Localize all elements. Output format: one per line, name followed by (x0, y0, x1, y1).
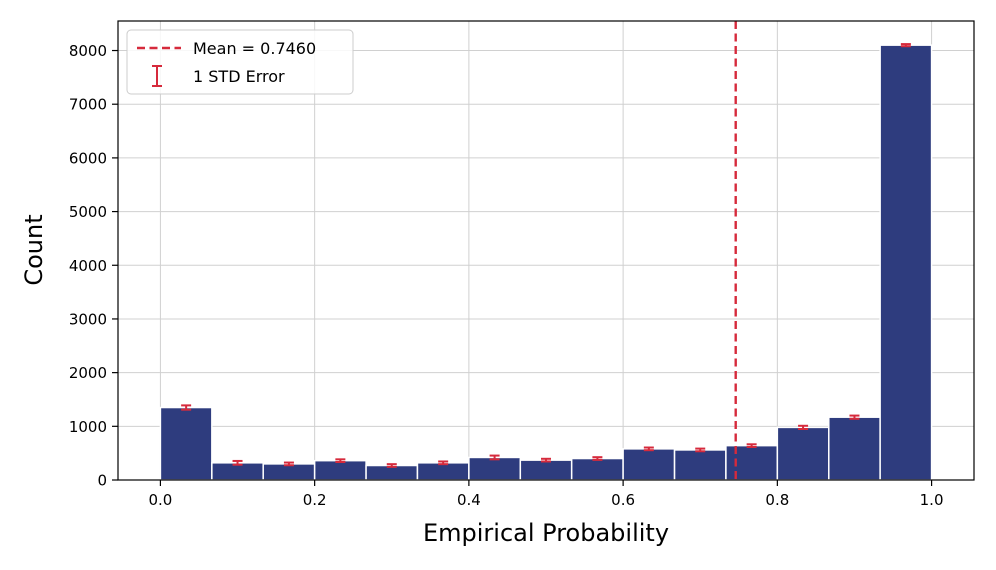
y-tick-label: 2000 (69, 364, 107, 382)
y-axis-label: Count (20, 214, 48, 285)
legend: Mean = 0.7460 1 STD Error (126, 29, 354, 95)
histogram-bar (776, 426, 830, 481)
legend-error-label: 1 STD Error (193, 67, 285, 86)
y-tick-label: 7000 (69, 96, 107, 114)
legend-mean-label: Mean = 0.7460 (193, 39, 316, 58)
y-tick-label: 6000 (69, 149, 107, 167)
error-bar (643, 446, 654, 452)
histogram-bar (159, 406, 213, 481)
histogram-bar (725, 444, 779, 481)
x-tick-label: 0.0 (148, 491, 172, 509)
y-tick-label: 0 (97, 472, 107, 490)
error-bar (798, 424, 809, 430)
y-axis-ticks: 0 1000 2000 3000 4000 5000 6000 7000 8000 (69, 42, 118, 490)
error-bar (335, 458, 346, 464)
histogram-bar (879, 44, 933, 481)
y-tick-label: 3000 (69, 310, 107, 328)
x-tick-label: 1.0 (920, 491, 944, 509)
error-bars (181, 43, 911, 468)
x-tick-label: 0.6 (611, 491, 635, 509)
histogram-bar (519, 459, 573, 481)
histogram-bar (570, 457, 624, 481)
grid-lines (118, 21, 974, 481)
x-tick-label: 0.4 (457, 491, 481, 509)
error-bar (592, 456, 603, 461)
x-tick-label: 0.8 (765, 491, 789, 509)
error-bar (900, 43, 911, 48)
y-tick-label: 4000 (69, 257, 107, 275)
plot-frame (117, 20, 975, 481)
error-bar (489, 454, 500, 461)
histogram-bar (313, 459, 367, 481)
x-axis-label: Empirical Probability (423, 519, 669, 547)
legend-box (126, 29, 354, 95)
error-bar (386, 463, 397, 468)
legend-error-swatch (152, 65, 162, 87)
error-bar (695, 447, 706, 453)
histogram-bar (468, 456, 522, 481)
error-bar (181, 404, 192, 411)
histogram-bar (673, 449, 727, 481)
histogram-bars (159, 44, 933, 481)
error-bar (746, 443, 757, 448)
error-bar (541, 457, 551, 463)
y-tick-label: 8000 (69, 42, 107, 60)
error-bar (232, 459, 243, 466)
error-bar (438, 460, 449, 466)
x-tick-label: 0.2 (303, 491, 327, 509)
histogram-bar (262, 463, 316, 481)
x-axis-ticks: 0.0 0.2 0.4 0.6 0.8 1.0 (148, 480, 944, 509)
histogram-bar (622, 448, 676, 481)
y-tick-label: 5000 (69, 203, 107, 221)
histogram-bar (828, 416, 881, 481)
y-tick-label: 1000 (69, 418, 107, 436)
error-bar (283, 461, 294, 467)
error-bar (849, 414, 860, 420)
histogram-bar (416, 462, 470, 481)
